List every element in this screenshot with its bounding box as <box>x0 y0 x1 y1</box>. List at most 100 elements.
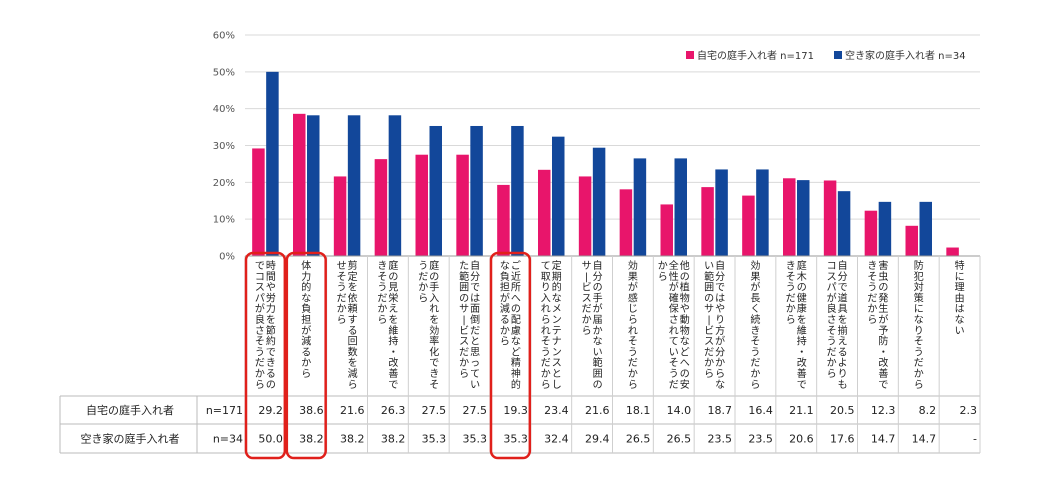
category-label: 自分の手が届かない範囲のサ|ビスだから <box>582 259 603 391</box>
data-label: 35.3 <box>463 433 488 446</box>
category-label: 時間や労力を節約できるのでコスパが良さそうだから <box>255 260 276 391</box>
table-n-label: n=171 <box>206 404 243 417</box>
data-label: 14.7 <box>871 433 896 446</box>
data-label: 21.6 <box>340 404 365 417</box>
bar-vacant <box>919 201 932 256</box>
data-label: 12.3 <box>871 404 896 417</box>
bar-home <box>660 204 673 256</box>
bar-vacant <box>307 115 320 257</box>
data-label: 38.6 <box>299 404 324 417</box>
data-label: 38.2 <box>299 433 324 446</box>
category-label: 剪定を依頼する回数を減らせそうだから <box>337 259 358 391</box>
data-label: - <box>973 433 977 446</box>
bar-home <box>333 176 347 256</box>
y-tick-label: 40% <box>213 104 235 115</box>
bar-home <box>783 178 796 256</box>
legend-label: 空き家の庭手入れ者 n=34 <box>845 49 966 62</box>
bar-vacant <box>633 158 647 256</box>
bar-home <box>742 195 755 256</box>
bar-vacant <box>429 125 442 256</box>
category-label: 他の植物や動物などへの安全性が確保されていそうだから <box>658 259 690 391</box>
table-row-label: 空き家の庭手入れ者 <box>81 432 180 446</box>
data-label: 38.2 <box>381 433 406 446</box>
bar-vacant <box>715 169 728 256</box>
category-label: 特に理由はない <box>955 260 965 337</box>
bar-home <box>415 154 428 256</box>
category-label: 庭の手入れを効率化できそうだから <box>418 259 439 391</box>
data-label: 38.2 <box>340 433 365 446</box>
bar-vacant <box>756 169 769 256</box>
bar-home <box>905 225 918 256</box>
bar-vacant <box>837 191 851 256</box>
category-label: 防犯対策になりそうだから <box>914 259 924 391</box>
y-tick-label: 10% <box>213 215 235 226</box>
bar-vacant <box>347 115 361 257</box>
data-label: 32.4 <box>544 433 569 446</box>
data-label: 35.3 <box>503 433 528 446</box>
bar-vacant <box>592 147 606 256</box>
data-label: 29.2 <box>258 404 283 417</box>
bar-vacant <box>470 125 483 256</box>
bar-vacant <box>511 125 524 256</box>
data-label: 23.5 <box>708 433 733 446</box>
data-label: 23.5 <box>748 433 773 446</box>
bar-vacant <box>552 136 565 256</box>
data-label: 21.6 <box>585 404 610 417</box>
data-label: 27.5 <box>422 404 447 417</box>
bar-home <box>823 180 837 256</box>
bar-home <box>578 176 592 256</box>
legend-swatch <box>686 51 694 59</box>
bar-vacant <box>674 158 687 256</box>
legend-swatch <box>834 51 842 59</box>
category-label: 庭木の健康を維持・改善できそうだから <box>786 259 807 391</box>
bar-home <box>946 247 959 256</box>
category-label: 自分では面倒だと思っていた範囲のサ|ビスだから <box>459 259 480 391</box>
bar-vacant <box>388 115 402 257</box>
bar-home <box>456 154 469 256</box>
data-label: 21.1 <box>789 404 814 417</box>
bar-vacant <box>878 201 892 256</box>
bar-home <box>538 169 551 256</box>
category-label: 自分で道具を揃えるよりもコスパが良さそうだから <box>827 259 848 391</box>
data-label: 26.5 <box>626 433 651 446</box>
category-label: 定期的なメンテナンスとして取り入れられそうだから <box>541 259 562 391</box>
table-n-label: n=34 <box>213 433 243 446</box>
y-tick-label: 60% <box>213 31 235 42</box>
y-tick-label: 50% <box>213 67 235 78</box>
highlight-frame <box>285 251 327 460</box>
category-label: 庭の見栄えを維持・改善できそうだから <box>377 259 398 391</box>
legend-label: 自宅の庭手入れ者 n=171 <box>697 49 814 62</box>
data-label: 35.3 <box>422 433 447 446</box>
bar-home <box>701 187 714 256</box>
data-label: 26.3 <box>381 404 406 417</box>
category-label: 効果が感じられそうだから <box>628 259 638 391</box>
data-label: 23.4 <box>544 404 569 417</box>
bar-home <box>864 210 878 256</box>
category-label: 体力的な負担が減るから <box>301 260 311 380</box>
data-label: 27.5 <box>463 404 488 417</box>
category-label: 害虫の発生が予防・改善できそうだから <box>867 259 888 391</box>
bar-home <box>252 148 265 256</box>
data-label: 17.6 <box>830 433 855 446</box>
category-label: 効果が長く続きそうだから <box>750 259 760 391</box>
table-row-label: 自宅の庭手入れ者 <box>86 403 174 417</box>
data-label: 26.5 <box>667 433 692 446</box>
data-label: 19.3 <box>503 404 528 417</box>
bar-home <box>619 189 633 256</box>
y-tick-label: 30% <box>213 141 235 152</box>
data-label: 16.4 <box>748 404 773 417</box>
bar-vacant <box>797 180 810 256</box>
data-label: 50.0 <box>258 433 283 446</box>
data-label: 20.6 <box>789 433 814 446</box>
data-label: 14.7 <box>912 433 937 446</box>
data-label: 8.2 <box>919 404 937 417</box>
bar-home <box>497 184 510 256</box>
highlight-frame <box>244 251 287 460</box>
data-label: 18.1 <box>626 404 651 417</box>
data-label: 29.4 <box>585 433 610 446</box>
bar-home <box>374 159 388 256</box>
highlight-frame <box>489 251 532 460</box>
category-label: ご近所への配慮など精神的な負担が減るから <box>500 259 521 391</box>
data-label: 18.7 <box>708 404 733 417</box>
